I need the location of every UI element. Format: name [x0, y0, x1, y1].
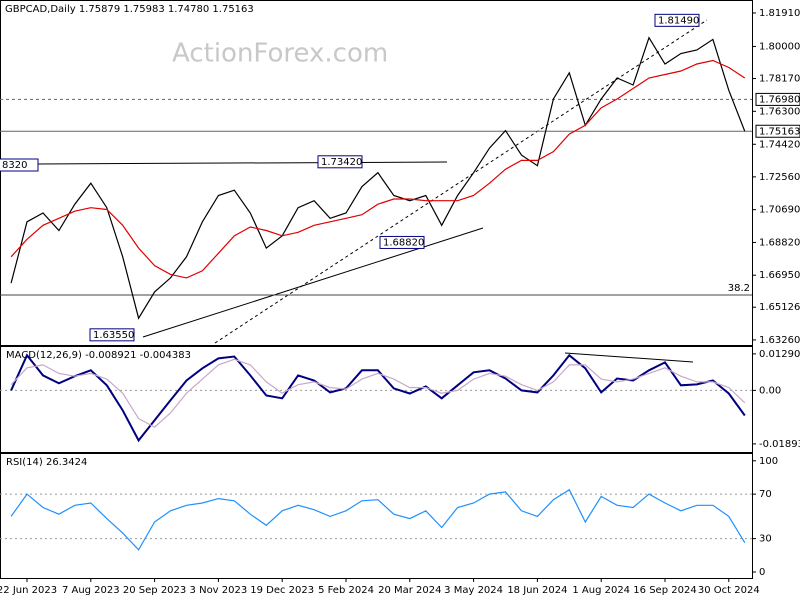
fib-label: 38.2 — [728, 283, 750, 294]
x-tick-label: 20 Mar 2024 — [378, 585, 441, 596]
y-tick-label: 1.76300 — [759, 106, 800, 117]
support-line — [142, 227, 484, 338]
level-label: 1.76980 — [759, 94, 800, 105]
level-label: 1.75163 — [759, 126, 800, 137]
y-tick-label: 30 — [759, 534, 772, 545]
y-tick-label: 1.70690 — [759, 205, 800, 216]
rsi-panel — [0, 453, 753, 579]
x-tick-label: 1 Aug 2024 — [572, 585, 630, 596]
level-label-box — [755, 124, 800, 138]
annotation: 8320 — [2, 160, 27, 171]
annotation: 1.73420 — [321, 157, 362, 168]
panel-title: RSI(14) 26.3424 — [6, 457, 87, 468]
y-tick-label: 1.65126 — [759, 302, 800, 313]
y-tick-label: 1.66950 — [759, 270, 800, 281]
y-tick-label: 1.63260 — [759, 335, 800, 346]
x-tick-label: 22 Jun 2023 — [0, 585, 57, 596]
watermark: ActionForex.com — [172, 39, 388, 69]
panel-title: GBPCAD,Daily 1.75879 1.75983 1.74780 1.7… — [5, 4, 254, 15]
price-panel — [0, 0, 753, 346]
y-tick-label: 70 — [759, 489, 772, 500]
y-tick-label: 1.80000 — [759, 41, 800, 52]
annotation: 1.63550 — [93, 330, 134, 341]
annotation-box — [89, 328, 135, 342]
x-tick-label: 18 Jun 2024 — [507, 585, 567, 596]
x-tick-label: 16 Sep 2024 — [633, 585, 696, 596]
channel-line — [214, 19, 708, 344]
y-tick-label: 1.78170 — [759, 74, 800, 85]
y-tick-label: 1.72560 — [759, 172, 800, 183]
annotation-box — [0, 158, 39, 172]
y-tick-label: 1.81910 — [759, 8, 800, 19]
annotation: 1.68820 — [383, 237, 424, 248]
x-tick-label: 5 Feb 2024 — [318, 585, 374, 596]
series-line — [10, 488, 746, 551]
annotation-box — [379, 235, 425, 249]
panel-title: MACD(12,26,9) -0.008921 -0.004383 — [6, 350, 191, 361]
y-tick-label: 0 — [759, 567, 765, 578]
y-tick-label: 0.00 — [759, 385, 781, 396]
y-tick-label: 0.012908 — [759, 349, 800, 360]
series-line — [10, 59, 746, 279]
y-tick-label: -0.018933 — [759, 439, 800, 450]
macd-panel — [0, 346, 753, 453]
annotation-box — [654, 13, 700, 27]
divergence-line — [564, 352, 694, 363]
x-tick-label: 3 May 2024 — [444, 585, 503, 596]
series-line — [10, 353, 746, 443]
resistance-line — [36, 161, 448, 165]
series-line — [10, 358, 746, 428]
y-tick-label: 1.68820 — [759, 237, 800, 248]
y-tick-label: 100 — [759, 456, 778, 467]
x-tick-label: 3 Nov 2023 — [190, 585, 248, 596]
level-label-box — [755, 92, 800, 106]
y-tick-label: 1.74420 — [759, 139, 800, 150]
annotation: 1.81490 — [658, 15, 699, 26]
x-tick-label: 30 Oct 2024 — [698, 585, 760, 596]
series-line — [10, 36, 746, 320]
annotation-box — [317, 155, 363, 169]
x-tick-label: 19 Dec 2023 — [250, 585, 314, 596]
x-tick-label: 20 Sep 2023 — [123, 585, 186, 596]
x-tick-label: 7 Aug 2023 — [62, 585, 120, 596]
